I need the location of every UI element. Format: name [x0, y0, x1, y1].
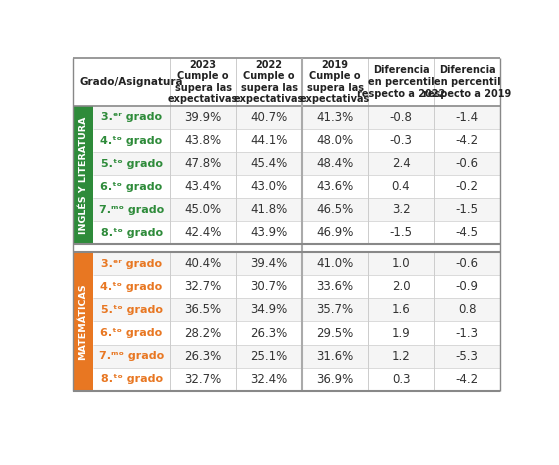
Text: 48.0%: 48.0% — [316, 134, 354, 147]
Text: 36.5%: 36.5% — [184, 303, 222, 316]
Text: 32.4%: 32.4% — [250, 373, 288, 385]
Text: -4.5: -4.5 — [456, 226, 479, 239]
Text: 2.0: 2.0 — [392, 280, 410, 293]
Text: 35.7%: 35.7% — [316, 303, 354, 316]
Text: 3.ᵉʳ grado: 3.ᵉʳ grado — [101, 113, 162, 122]
Text: 39.4%: 39.4% — [250, 257, 288, 270]
Text: 39.9%: 39.9% — [184, 111, 222, 124]
Text: 8.ᵗᵒ grado: 8.ᵗᵒ grado — [101, 228, 163, 238]
Text: 47.8%: 47.8% — [184, 157, 222, 170]
Text: 30.7%: 30.7% — [250, 280, 288, 293]
Bar — [93, 252, 500, 275]
Text: 3.ᵉʳ grado: 3.ᵉʳ grado — [101, 259, 162, 269]
Bar — [73, 106, 93, 245]
Text: 41.8%: 41.8% — [250, 203, 288, 216]
Text: 40.7%: 40.7% — [250, 111, 288, 124]
Text: MATEMÁTICAS: MATEMÁTICAS — [79, 283, 88, 360]
Text: 1.2: 1.2 — [392, 350, 410, 363]
Text: 25.1%: 25.1% — [250, 350, 288, 363]
Text: 29.5%: 29.5% — [316, 326, 354, 339]
Bar — [93, 345, 500, 368]
Text: -0.6: -0.6 — [456, 257, 479, 270]
Bar — [73, 252, 93, 391]
Text: 1.9: 1.9 — [392, 326, 410, 339]
Text: -4.2: -4.2 — [456, 134, 479, 147]
Text: 6.ᵗᵒ grado: 6.ᵗᵒ grado — [101, 182, 163, 192]
Text: Grado/Asignatura: Grado/Asignatura — [80, 77, 183, 87]
Text: 36.9%: 36.9% — [316, 373, 354, 385]
Text: 46.5%: 46.5% — [316, 203, 354, 216]
Text: 2022
Cumple o
supera las
expectativas: 2022 Cumple o supera las expectativas — [234, 60, 304, 104]
Text: 46.9%: 46.9% — [316, 226, 354, 239]
Text: 4.ᵗᵒ grado: 4.ᵗᵒ grado — [101, 282, 163, 292]
Text: -0.2: -0.2 — [456, 180, 479, 193]
Bar — [93, 106, 500, 129]
Text: -0.6: -0.6 — [456, 157, 479, 170]
Text: 3.2: 3.2 — [392, 203, 410, 216]
Text: 31.6%: 31.6% — [316, 350, 354, 363]
Text: 0.4: 0.4 — [392, 180, 410, 193]
Text: 43.0%: 43.0% — [250, 180, 288, 193]
Text: INGLÉS Y LITERATURA: INGLÉS Y LITERATURA — [79, 116, 88, 234]
Text: 2019
Cumple o
supera las
expectativas: 2019 Cumple o supera las expectativas — [300, 60, 370, 104]
Text: 8.ᵗᵒ grado: 8.ᵗᵒ grado — [101, 374, 163, 384]
Text: -1.4: -1.4 — [456, 111, 479, 124]
Text: -0.3: -0.3 — [390, 134, 413, 147]
Text: 43.6%: 43.6% — [316, 180, 354, 193]
Text: 7.ᵐᵒ grado: 7.ᵐᵒ grado — [99, 205, 164, 215]
Text: 40.4%: 40.4% — [184, 257, 222, 270]
Text: 43.4%: 43.4% — [184, 180, 222, 193]
Text: 42.4%: 42.4% — [184, 226, 222, 239]
Text: 45.4%: 45.4% — [250, 157, 288, 170]
Text: 43.9%: 43.9% — [250, 226, 288, 239]
Text: 6.ᵗᵒ grado: 6.ᵗᵒ grado — [101, 328, 163, 338]
Text: 48.4%: 48.4% — [316, 157, 354, 170]
Text: -1.3: -1.3 — [456, 326, 479, 339]
Text: 1.0: 1.0 — [392, 257, 410, 270]
Text: 28.2%: 28.2% — [184, 326, 222, 339]
Text: -5.3: -5.3 — [456, 350, 479, 363]
Text: -1.5: -1.5 — [456, 203, 479, 216]
Bar — [73, 58, 500, 106]
Text: Diferencia
en percentil
respecto a 2022: Diferencia en percentil respecto a 2022 — [357, 66, 445, 99]
Text: 33.6%: 33.6% — [316, 280, 354, 293]
Text: 26.3%: 26.3% — [250, 326, 288, 339]
Bar — [93, 275, 500, 299]
Text: -0.8: -0.8 — [390, 111, 413, 124]
Text: Diferencia
en percentil
respecto a 2019: Diferencia en percentil respecto a 2019 — [423, 66, 511, 99]
Text: -1.5: -1.5 — [390, 226, 413, 239]
Text: 7.ᵐᵒ grado: 7.ᵐᵒ grado — [99, 351, 164, 361]
Text: 5.ᵗᵒ grado: 5.ᵗᵒ grado — [101, 159, 163, 169]
Bar — [93, 152, 500, 175]
Text: 0.8: 0.8 — [458, 303, 476, 316]
Bar — [93, 368, 500, 391]
Bar — [93, 221, 500, 245]
Text: 1.6: 1.6 — [392, 303, 410, 316]
Bar — [73, 245, 500, 252]
Bar — [93, 321, 500, 345]
Bar — [93, 175, 500, 198]
Text: 43.8%: 43.8% — [184, 134, 222, 147]
Text: 41.3%: 41.3% — [316, 111, 354, 124]
Text: 2023
Cumple o
supera las
expectativas: 2023 Cumple o supera las expectativas — [168, 60, 238, 104]
Text: 0.3: 0.3 — [392, 373, 410, 385]
Bar — [93, 198, 500, 221]
Text: 34.9%: 34.9% — [250, 303, 288, 316]
Text: 26.3%: 26.3% — [184, 350, 222, 363]
Text: 4.ᵗᵒ grado: 4.ᵗᵒ grado — [101, 135, 163, 146]
Text: 44.1%: 44.1% — [250, 134, 288, 147]
Text: 32.7%: 32.7% — [184, 280, 222, 293]
Text: 41.0%: 41.0% — [316, 257, 354, 270]
Text: -4.2: -4.2 — [456, 373, 479, 385]
Text: 32.7%: 32.7% — [184, 373, 222, 385]
Text: 2.4: 2.4 — [392, 157, 410, 170]
Bar — [93, 129, 500, 152]
Text: -0.9: -0.9 — [456, 280, 479, 293]
Bar — [93, 299, 500, 321]
Text: 45.0%: 45.0% — [184, 203, 222, 216]
Text: 5.ᵗᵒ grado: 5.ᵗᵒ grado — [101, 305, 163, 315]
